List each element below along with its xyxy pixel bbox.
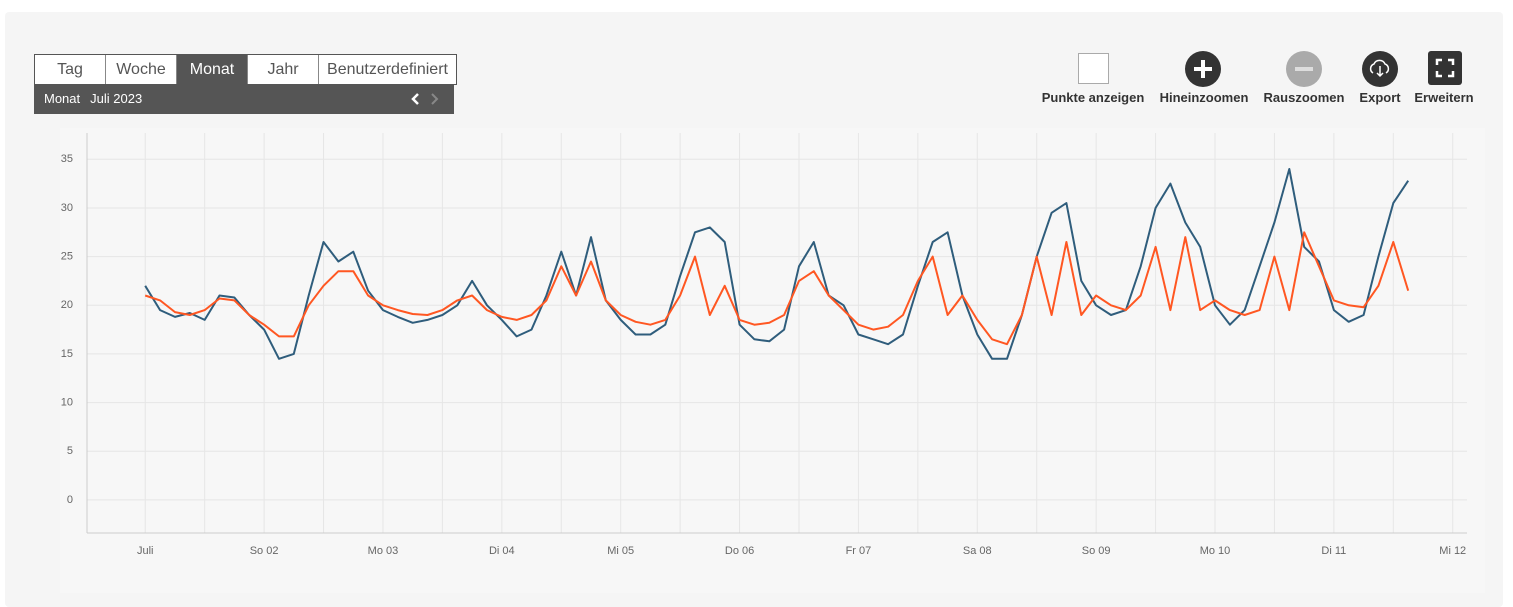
y-tick-label: 10 bbox=[61, 396, 73, 408]
y-tick-label: 0 bbox=[67, 494, 73, 506]
x-tick-label: Di 04 bbox=[489, 545, 515, 557]
tab[interactable]: Monat bbox=[177, 55, 248, 84]
tab[interactable]: Benutzerdefiniert bbox=[327, 61, 448, 78]
tab[interactable]: Tag bbox=[35, 55, 106, 84]
plot-background bbox=[60, 128, 1485, 593]
toolbar-label: Erweitern bbox=[1414, 90, 1474, 105]
x-tick-label: Fr 07 bbox=[846, 545, 872, 557]
x-tick-label: Mo 03 bbox=[368, 545, 399, 557]
period-bar: Monat Juli 2023 bbox=[34, 84, 454, 114]
y-tick-label: 25 bbox=[61, 251, 73, 263]
y-tick-label: 30 bbox=[61, 202, 73, 214]
export-button[interactable] bbox=[1362, 51, 1398, 87]
data-line bbox=[144, 231, 1410, 346]
period-arrows[interactable] bbox=[408, 84, 448, 114]
x-tick-label: So 02 bbox=[250, 545, 279, 557]
expand-button[interactable] bbox=[1428, 51, 1462, 85]
y-tick-label: 35 bbox=[61, 153, 73, 165]
x-tick-label: Mi 05 bbox=[607, 545, 634, 557]
prev-arrow[interactable] bbox=[411, 93, 419, 105]
zoom-in-button[interactable] bbox=[1185, 51, 1221, 87]
tab[interactable]: Jahr bbox=[248, 55, 319, 84]
y-tick-label: 5 bbox=[67, 445, 73, 457]
x-tick-label: Juli bbox=[137, 545, 154, 557]
x-tick-label: Mo 10 bbox=[1200, 545, 1231, 557]
toolbar-label: Punkte anzeigen bbox=[1041, 90, 1145, 105]
period-label: Monat bbox=[44, 91, 81, 106]
next-arrow bbox=[431, 93, 439, 105]
toolbar-label: Hineinzoomen bbox=[1159, 90, 1249, 105]
tab-group: Tag Woche Monat Jahr Benutzerdefiniert bbox=[34, 54, 457, 85]
tab[interactable]: Woche bbox=[106, 55, 177, 84]
x-tick-label: Sa 08 bbox=[963, 545, 992, 557]
period-value: Juli 2023 bbox=[90, 91, 143, 106]
y-tick-label: 15 bbox=[61, 348, 73, 360]
y-tick-label: 20 bbox=[61, 299, 73, 311]
points-checkbox[interactable] bbox=[1078, 53, 1109, 84]
zoom-out-button bbox=[1286, 51, 1322, 87]
x-tick-label: Do 06 bbox=[725, 545, 754, 557]
x-tick-label: Mi 12 bbox=[1439, 545, 1466, 557]
toolbar-label: Rauszoomen bbox=[1263, 90, 1345, 105]
toolbar-label: Export bbox=[1359, 90, 1401, 105]
x-tick-label: So 09 bbox=[1082, 545, 1111, 557]
data-line bbox=[144, 168, 1410, 360]
x-tick-label: Di 11 bbox=[1321, 545, 1346, 557]
